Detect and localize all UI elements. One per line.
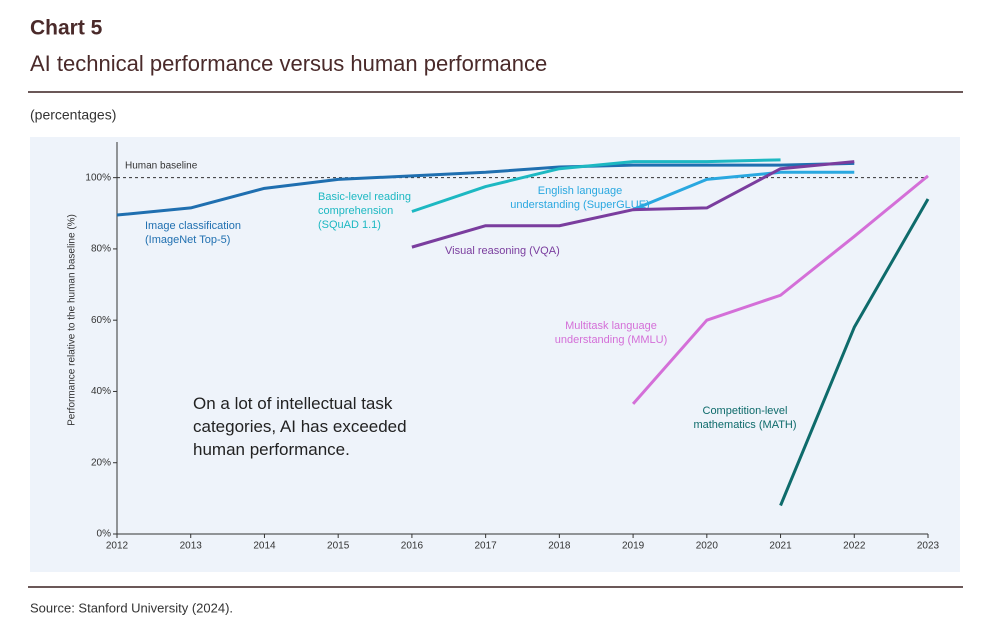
source: Source: Stanford University (2024). [30,600,233,615]
annotation: On a lot of intellectual task categories,… [193,394,407,459]
x-tick-label: 2012 [106,541,129,552]
y-tick-label: 60% [91,315,111,326]
chart-title: AI technical performance versus human pe… [30,51,547,76]
x-tick-label: 2015 [327,541,350,552]
baseline-label: Human baseline [125,160,198,171]
x-tick-label: 2013 [180,541,203,552]
chart-heading: Chart 5 [30,17,103,40]
series-line [631,174,929,405]
series-line [411,158,781,213]
series-line [779,198,930,507]
series-line [116,161,855,217]
x-tick-label: 2017 [475,541,498,552]
x-tick-label: 2023 [917,541,940,552]
series-label: Visual reasoning (VQA) [445,245,560,257]
y-tick-label: 0% [97,529,112,540]
x-tick-label: 2019 [622,541,645,552]
y-tick-label: 20% [91,457,111,468]
series-label: Competition-level mathematics (MATH) [693,405,796,431]
y-tick-label: 80% [91,244,111,255]
series-label: Multitask language understanding (MMLU) [555,320,668,346]
x-tick-label: 2020 [696,541,719,552]
x-tick-label: 2014 [253,541,276,552]
x-tick-label: 2022 [843,541,866,552]
series-label: Image classification (ImageNet Top-5) [145,220,241,246]
series-label: Basic-level reading comprehension (SQuAD 1… [318,191,411,231]
x-tick-label: 2018 [548,541,571,552]
plot-background [30,137,960,572]
series-line [411,160,855,249]
chart-subtitle: (percentages) [30,107,116,123]
x-tick-label: 2021 [769,541,792,552]
y-tick-label: 40% [91,386,111,397]
series-label: English language understanding (SuperGLUE… [510,185,649,211]
x-tick-label: 2016 [401,541,424,552]
y-axis-label: Performance relative to the human baseli… [67,214,78,426]
y-tick-label: 100% [85,172,111,183]
series-line [632,170,855,212]
